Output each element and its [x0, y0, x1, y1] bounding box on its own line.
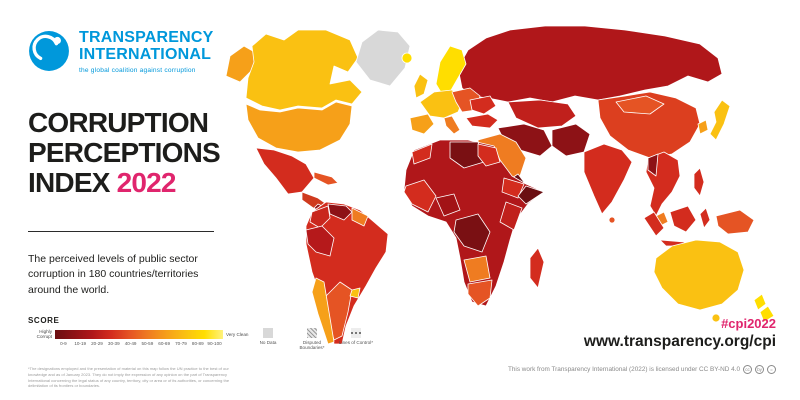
- region-kenya-tanzania: [499, 201, 523, 231]
- region-botswana-namibia: [463, 255, 491, 283]
- region-iceland: [401, 52, 413, 64]
- region-somalia: [517, 185, 545, 205]
- region-india: [583, 143, 633, 215]
- score-bin-labels: 0-9 10-19 20-29 30-39 40-49 50-59 60-69 70-79 80…: [55, 341, 223, 346]
- map-key: No Data Disputed Boundaries* Lines of Co…: [250, 328, 374, 351]
- region-new-zealand: [753, 293, 775, 323]
- region-nigeria: [435, 193, 461, 217]
- score-bin-label: 20-29: [91, 341, 103, 346]
- region-uruguay: [349, 287, 361, 299]
- region-pak-afghan: [551, 123, 591, 157]
- score-legend-bar: Highly Corrupt Very Clean: [28, 329, 250, 340]
- legend-high-label: Very Clean: [226, 331, 249, 337]
- cc-nd-icon: =: [767, 365, 776, 374]
- cc-by-icon: by: [755, 365, 764, 374]
- score-bin-label: 90-100: [207, 341, 222, 346]
- legend-item-disputed: Disputed Boundaries*: [294, 328, 330, 351]
- region-ethiopia: [501, 177, 525, 199]
- page-title: CORRUPTION PERCEPTIONS INDEX 2022: [28, 107, 221, 198]
- score-bin-label: 40-49: [124, 341, 137, 346]
- region-sri-lanka: [608, 216, 616, 224]
- region-south-africa: [467, 279, 493, 307]
- score-bin-label: 50-59: [141, 341, 154, 346]
- score-bin-label: 0-9: [60, 341, 67, 346]
- brand-name-line2: INTERNATIONAL: [79, 45, 212, 63]
- region-venezuela: [327, 203, 353, 221]
- score-bin-label: 70-79: [175, 341, 187, 346]
- title-line3: INDEX 2022: [28, 166, 177, 198]
- region-central-asia: [507, 99, 577, 129]
- score-gradient-bar: [55, 329, 223, 339]
- license-text: This work from Transparency Internationa…: [507, 366, 740, 373]
- region-sumatra: [643, 211, 665, 237]
- region-guianas: [351, 207, 369, 227]
- region-cuba: [313, 171, 339, 186]
- region-colombia: [309, 205, 331, 229]
- brand-text: TRANSPARENCY INTERNATIONAL the global co…: [79, 29, 214, 74]
- hashtag: #cpi2022: [721, 316, 776, 331]
- region-madagascar: [529, 247, 545, 289]
- score-bin-label: 30-39: [107, 341, 120, 346]
- region-philippines: [693, 167, 705, 197]
- region-tasmania: [711, 313, 721, 323]
- region-japan: [709, 99, 731, 141]
- brand-name-line1: TRANSPARENCY: [79, 29, 214, 46]
- lines-of-control-swatch: [351, 328, 361, 338]
- score-legend-title: SCORE: [28, 316, 60, 325]
- region-russia: [457, 25, 723, 103]
- region-peru-bolivia: [305, 225, 335, 257]
- region-morocco: [411, 143, 433, 165]
- title-line2: PERCEPTIONS: [28, 136, 221, 168]
- website-url: www.transparency.org/cpi: [583, 333, 776, 350]
- cc-icon: cc: [743, 365, 752, 374]
- brand-header: TRANSPARENCY INTERNATIONAL the global co…: [28, 29, 214, 74]
- region-borneo: [669, 205, 697, 233]
- region-canada: [245, 29, 363, 111]
- transparency-international-logo-icon: [29, 31, 69, 71]
- region-iberia: [409, 113, 435, 135]
- disputed-boundaries-label: Disputed Boundaries*: [299, 340, 325, 351]
- disputed-boundaries-swatch: [307, 328, 317, 338]
- subtitle-text: The perceived levels of public sector co…: [28, 252, 199, 297]
- region-west-africa: [403, 179, 437, 213]
- region-greenland: [355, 29, 411, 87]
- region-sulawesi: [699, 207, 711, 229]
- score-bin-label: 10-19: [74, 341, 87, 346]
- region-turkey: [465, 113, 499, 129]
- legend-item-lines-of-control: Lines of Control*: [338, 328, 374, 351]
- region-australia: [653, 239, 745, 311]
- legend-low-label: Highly Corrupt: [36, 329, 52, 340]
- title-year: 2022: [116, 166, 177, 198]
- no-data-label: No Data: [259, 340, 277, 345]
- score-bin-label: 80-89: [191, 341, 204, 346]
- region-egypt: [477, 143, 501, 167]
- no-data-swatch: [263, 328, 273, 338]
- region-ukraine: [469, 95, 497, 115]
- region-libya: [449, 141, 485, 169]
- region-chile: [311, 277, 335, 345]
- brand-tagline: the global coalition against corruption: [79, 66, 196, 74]
- legend-item-no-data: No Data: [250, 328, 286, 351]
- region-mongolia: [615, 95, 665, 115]
- score-bin-label: 60-69: [158, 341, 171, 346]
- region-mexico: [255, 147, 315, 195]
- license-line: This work from Transparency Internationa…: [508, 365, 776, 374]
- region-new-guinea: [715, 209, 755, 235]
- map-disclaimer: *The designations employed and the prese…: [28, 366, 230, 389]
- region-uk: [413, 73, 429, 99]
- region-myanmar: [647, 153, 659, 177]
- title-divider: [28, 231, 214, 232]
- title-line1: CORRUPTION: [28, 107, 209, 138]
- region-korea: [697, 119, 709, 135]
- lines-of-control-label: Lines of Control*: [339, 340, 373, 345]
- region-drc: [453, 213, 491, 253]
- region-usa: [245, 101, 353, 153]
- region-italy: [443, 115, 461, 135]
